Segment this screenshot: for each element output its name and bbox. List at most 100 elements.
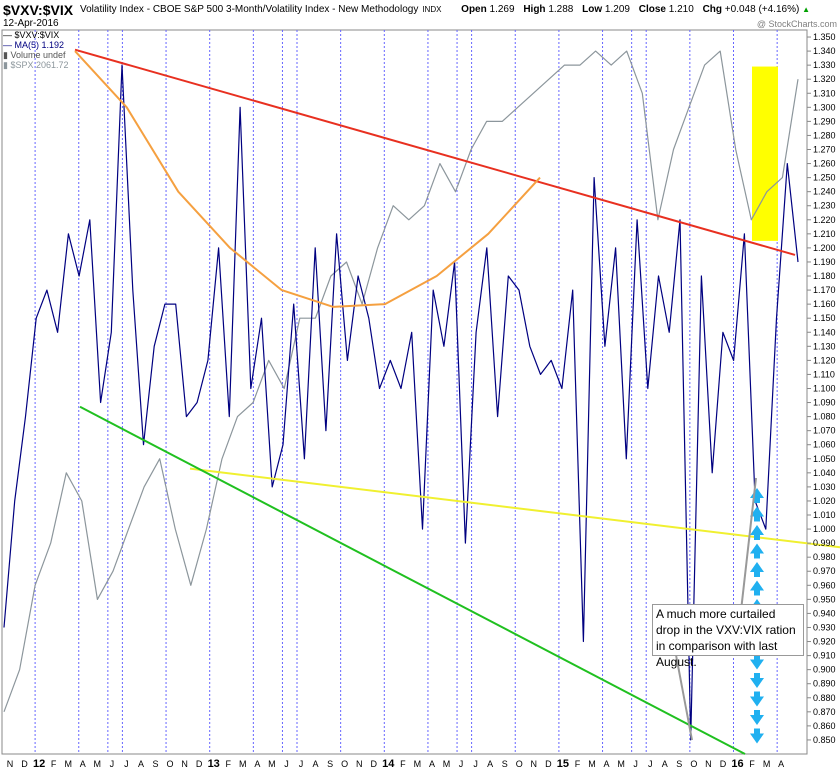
y-tick-label: 1.100 bbox=[813, 383, 836, 393]
y-tick-label: 1.040 bbox=[813, 468, 836, 478]
y-tick-label: 1.280 bbox=[813, 130, 836, 140]
description-text: Volatility Index - CBOE S&P 500 3-Month/… bbox=[80, 4, 419, 15]
y-tick-label: 0.930 bbox=[813, 622, 836, 632]
x-tick-label: N bbox=[531, 759, 538, 769]
y-tick-label: 1.010 bbox=[813, 510, 836, 520]
y-tick-label: 1.210 bbox=[813, 229, 836, 239]
x-tick-label: J bbox=[633, 759, 638, 769]
x-tick-label: F bbox=[575, 759, 581, 769]
x-tick-label: S bbox=[327, 759, 333, 769]
stockcharts-brand: @ StockCharts.com bbox=[756, 19, 837, 29]
arrow-up-icon bbox=[750, 506, 764, 522]
x-tick-label: S bbox=[676, 759, 682, 769]
y-tick-label: 1.250 bbox=[813, 173, 836, 183]
x-tick-label: 13 bbox=[208, 758, 220, 770]
symbol-title: $VXV:$VIX bbox=[3, 2, 74, 18]
plot-frame bbox=[1, 29, 808, 755]
x-tick-label: N bbox=[356, 759, 363, 769]
x-tick-label: F bbox=[51, 759, 57, 769]
resistance-line bbox=[74, 48, 796, 256]
ohlc-readout: Open 1.269 High 1.288 Low 1.209 Close 1.… bbox=[455, 4, 810, 15]
x-tick-label: 14 bbox=[382, 758, 395, 770]
y-tick-label: 0.910 bbox=[813, 651, 836, 661]
legend-spx: ▮ $SPX 2061.72 bbox=[3, 60, 69, 70]
x-tick-label: M bbox=[239, 759, 247, 769]
highlight-box bbox=[752, 66, 778, 241]
y-tick-label: 1.120 bbox=[813, 355, 836, 365]
y-tick-label: 0.950 bbox=[813, 594, 836, 604]
chart-header: $VXV:$VIX Volatility Index - CBOE S&P 50… bbox=[0, 0, 840, 30]
arrow-down-icon bbox=[750, 654, 764, 670]
arrow-up-icon bbox=[750, 562, 764, 577]
support-line-green bbox=[79, 405, 746, 755]
x-tick-label: A bbox=[80, 759, 86, 769]
annotation-pointer-1 bbox=[675, 654, 693, 741]
y-tick-label: 1.110 bbox=[813, 369, 835, 379]
x-tick-label: 15 bbox=[557, 758, 569, 770]
x-tick-label: J bbox=[648, 759, 653, 769]
y-tick-label: 1.030 bbox=[813, 482, 836, 492]
y-tick-label: 0.870 bbox=[813, 707, 836, 717]
x-tick-label: A bbox=[604, 759, 610, 769]
arrow-up-icon bbox=[750, 580, 764, 596]
y-tick-label: 1.320 bbox=[813, 74, 836, 84]
x-tick-label: M bbox=[443, 759, 451, 769]
y-tick-label: 1.180 bbox=[813, 271, 836, 281]
y-tick-label: 0.900 bbox=[813, 665, 836, 675]
open-value: 1.269 bbox=[489, 4, 515, 15]
y-tick-label: 1.300 bbox=[813, 102, 836, 112]
close-label: Close bbox=[638, 4, 666, 15]
y-tick-label: 0.880 bbox=[813, 693, 836, 703]
x-tick-label: N bbox=[7, 759, 14, 769]
y-tick-label: 1.140 bbox=[813, 327, 836, 337]
y-tick-label: 1.000 bbox=[813, 524, 836, 534]
y-tick-label: 1.260 bbox=[813, 159, 836, 169]
y-tick-label: 1.240 bbox=[813, 187, 836, 197]
arrow-down-icon bbox=[750, 673, 764, 688]
legend: — $VXV:$VIX — MA(5) 1.192 ▮ Volume undef… bbox=[3, 30, 69, 70]
y-tick-label: 1.310 bbox=[813, 88, 836, 98]
low-label: Low bbox=[582, 4, 603, 15]
y-tick-label: 1.150 bbox=[813, 313, 836, 323]
x-tick-label: S bbox=[502, 759, 508, 769]
legend-volume-label: Volume undef bbox=[10, 50, 66, 60]
y-tick-label: 1.220 bbox=[813, 215, 836, 225]
x-tick-label: M bbox=[268, 759, 276, 769]
x-tick-label: D bbox=[371, 759, 378, 769]
y-tick-label: 0.960 bbox=[813, 580, 836, 590]
legend-ratio-label: $VXV:$VIX bbox=[14, 30, 60, 40]
chart-date: 12-Apr-2016 bbox=[3, 18, 59, 29]
x-tick-label: J bbox=[473, 759, 478, 769]
x-tick-label: O bbox=[167, 759, 174, 769]
y-tick-label: 1.070 bbox=[813, 426, 836, 436]
x-tick-label: S bbox=[152, 759, 158, 769]
x-tick-label: D bbox=[720, 759, 727, 769]
y-tick-label: 0.860 bbox=[813, 721, 836, 731]
arrow-up-icon bbox=[750, 488, 764, 503]
arrow-down-icon bbox=[750, 728, 764, 744]
arc-curve bbox=[74, 50, 541, 308]
x-tick-label: N bbox=[181, 759, 188, 769]
x-tick-label: D bbox=[21, 759, 28, 769]
y-tick-label: 0.980 bbox=[813, 552, 836, 562]
y-tick-label: 0.920 bbox=[813, 637, 836, 647]
x-tick-label: A bbox=[313, 759, 319, 769]
x-tick-label: F bbox=[400, 759, 406, 769]
y-tick-label: 1.090 bbox=[813, 398, 836, 408]
y-tick-label: 0.990 bbox=[813, 538, 836, 548]
x-tick-label: N bbox=[705, 759, 712, 769]
y-tick-label: 1.130 bbox=[813, 341, 836, 351]
y-tick-label: 1.230 bbox=[813, 201, 836, 211]
x-tick-label: M bbox=[414, 759, 422, 769]
x-tick-label: A bbox=[778, 759, 784, 769]
y-tick-label: 1.330 bbox=[813, 60, 836, 70]
chg-up-icon: ▲ bbox=[802, 5, 810, 14]
y-tick-label: 1.050 bbox=[813, 454, 836, 464]
x-tick-label: F bbox=[749, 759, 755, 769]
x-tick-label: D bbox=[545, 759, 552, 769]
x-tick-label: A bbox=[429, 759, 435, 769]
close-value: 1.210 bbox=[668, 4, 694, 15]
x-tick-label: J bbox=[299, 759, 304, 769]
y-tick-label: 1.290 bbox=[813, 116, 836, 126]
